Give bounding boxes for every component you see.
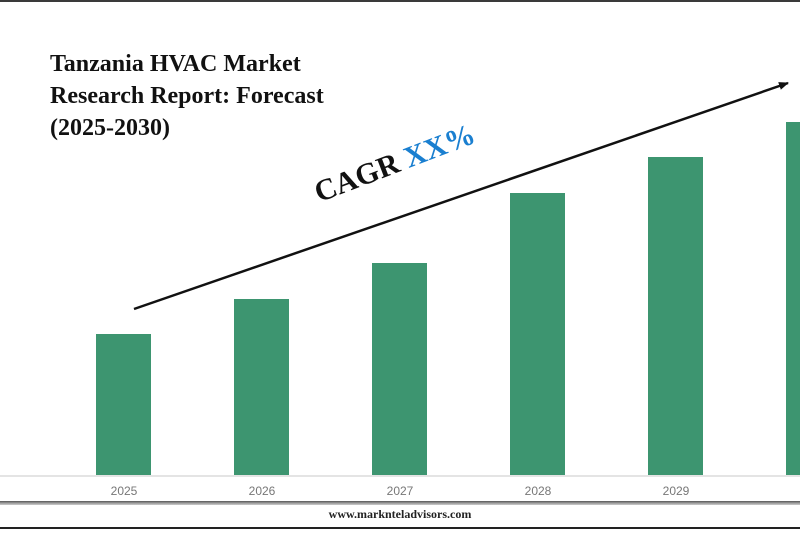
x-tick-label: 2029 — [662, 484, 690, 498]
x-tick-label: 2027 — [386, 484, 414, 498]
title-line-2: Research Report: Forecast — [50, 83, 324, 109]
bar-2027 — [372, 263, 427, 475]
footer-divider — [0, 501, 800, 505]
bar-2029 — [648, 157, 703, 475]
x-tick-label: 2025 — [110, 484, 138, 498]
x-tick-label: 2026 — [248, 484, 276, 498]
bar-2026 — [234, 299, 289, 475]
chart-title: Tanzania HVAC Market Research Report: Fo… — [50, 48, 324, 144]
x-tick-label: 2028 — [524, 484, 552, 498]
title-line-1: Tanzania HVAC Market — [50, 51, 301, 77]
title-line-3: (2025-2030) — [50, 115, 170, 141]
bar-2028 — [510, 193, 565, 475]
x-axis-baseline — [0, 475, 800, 477]
bar-2030 — [786, 122, 800, 475]
bottom-border — [0, 527, 800, 529]
bar-2025 — [96, 334, 151, 475]
top-border — [0, 0, 800, 2]
footer-url: www.marknteladvisors.com — [328, 507, 472, 521]
